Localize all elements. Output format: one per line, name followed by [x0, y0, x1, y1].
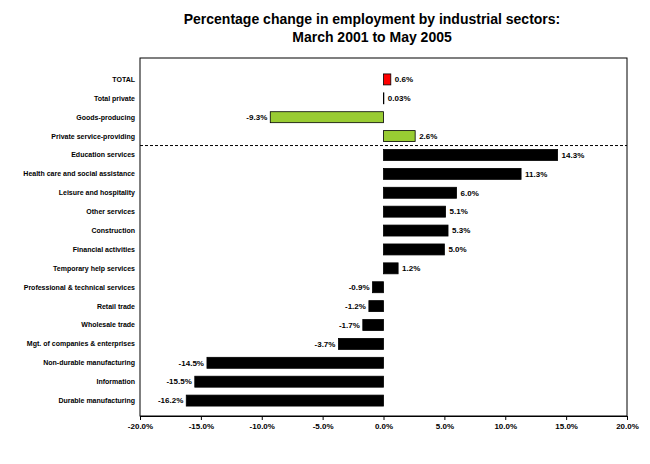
tick-label: -10.0% [250, 422, 275, 431]
separator [140, 145, 627, 146]
data-label: -3.7% [315, 340, 336, 349]
tick-mark [505, 416, 506, 420]
data-label: 5.1% [450, 207, 468, 216]
tick: 20.0% [616, 416, 639, 431]
category-label: Mgt. of companies & enterprises [27, 340, 135, 348]
data-label: -16.2% [158, 396, 183, 405]
plot-frame [140, 58, 627, 416]
bar [373, 282, 384, 293]
data-labels: 0.6% 0.03% -9.3% 2.6% 14.3% 11.3% 6.0% 5.1% 5.3%… [158, 75, 584, 405]
bars [186, 74, 557, 406]
tick: 5.0% [436, 416, 454, 431]
data-label: 14.3% [562, 151, 585, 160]
bar [383, 93, 384, 104]
data-label: -15.5% [166, 377, 191, 386]
category-label: Total private [94, 95, 135, 103]
subtitle: March 2001 to May 2005 [292, 29, 452, 45]
category-label: Durable manufacturing [58, 397, 135, 405]
tick-mark [444, 416, 445, 420]
tick-mark [201, 416, 202, 420]
bar [369, 301, 384, 312]
data-label: 1.2% [402, 264, 420, 273]
tick-label: 15.0% [555, 422, 578, 431]
tick-mark [627, 416, 628, 420]
tick: 0.0% [375, 416, 393, 431]
bar [384, 187, 457, 198]
data-label: 6.0% [461, 189, 479, 198]
data-label: -14.5% [179, 359, 204, 368]
bar [195, 376, 384, 387]
tick-mark [262, 416, 263, 420]
data-label: 5.0% [448, 245, 466, 254]
bar [384, 225, 449, 236]
bar [338, 338, 383, 349]
category-label: Temporary help services [53, 265, 135, 273]
bar [384, 263, 399, 274]
data-label: 0.03% [388, 94, 411, 103]
tick-mark [384, 416, 385, 420]
category-label: Financial activities [73, 246, 135, 253]
tick-mark [323, 416, 324, 420]
bar [384, 168, 522, 179]
tick: -20.0% [128, 416, 153, 431]
tick: 15.0% [555, 416, 578, 431]
bar [186, 395, 383, 406]
tick-mark [566, 416, 567, 420]
category-label: Retail trade [97, 303, 135, 310]
tick-label: -20.0% [128, 422, 153, 431]
category-label: Education services [71, 151, 135, 158]
tick-label: 10.0% [494, 422, 517, 431]
category-label: Construction [91, 227, 135, 234]
data-label: 5.3% [452, 226, 470, 235]
tick-label: 5.0% [436, 422, 454, 431]
tick-label: 20.0% [616, 422, 639, 431]
tick: -10.0% [250, 416, 275, 431]
data-label: 0.6% [395, 75, 413, 84]
bar [363, 320, 384, 331]
category-labels: TOTAL Total private Goods-producing Private… [23, 76, 135, 405]
tick-label: 0.0% [375, 422, 393, 431]
bar [384, 206, 446, 217]
x-axis: -20.0% -15.0% -10.0% -5.0% 0.0% 5.0% 10.0% 15.0… [128, 416, 639, 431]
tick: 10.0% [494, 416, 517, 431]
data-label: -9.3% [246, 113, 267, 122]
category-label: Private service-providing [51, 133, 135, 141]
category-label: Other services [86, 208, 135, 215]
category-label: Wholesale trade [81, 321, 135, 328]
category-label: Goods-producing [76, 114, 135, 122]
data-label: 11.3% [525, 170, 547, 179]
category-label: Non-durable manufacturing [43, 359, 135, 367]
bar [384, 131, 416, 142]
chart: Percentage change in employment by indus… [0, 0, 650, 464]
tick-mark [140, 416, 141, 420]
data-label: -0.9% [349, 283, 370, 292]
bar [207, 357, 384, 368]
data-label: 2.6% [419, 132, 437, 141]
data-label: -1.2% [345, 302, 366, 311]
tick: -15.0% [189, 416, 214, 431]
category-label: Information [97, 378, 136, 385]
bar [384, 74, 391, 85]
category-label: Leisure and hospitality [59, 189, 135, 197]
category-label: TOTAL [112, 76, 135, 83]
bar [384, 244, 445, 255]
tick: -5.0% [313, 416, 334, 431]
bar [270, 112, 383, 123]
tick-label: -5.0% [313, 422, 334, 431]
title: Percentage change in employment by indus… [184, 11, 561, 27]
category-label: Health care and social assistance [23, 170, 135, 177]
category-label: Professional & technical services [24, 284, 135, 291]
data-label: -1.7% [339, 321, 360, 330]
tick-label: -15.0% [189, 422, 214, 431]
bar [384, 150, 558, 161]
